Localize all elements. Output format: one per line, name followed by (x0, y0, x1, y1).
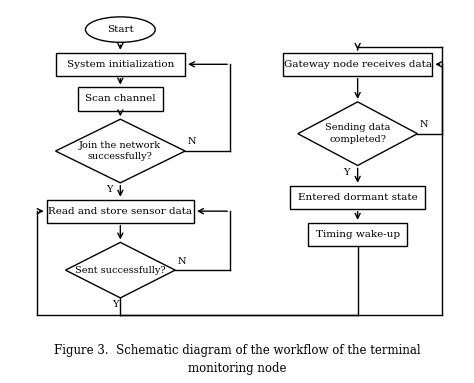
Text: Gateway node receives data: Gateway node receives data (283, 60, 432, 69)
FancyBboxPatch shape (308, 223, 408, 246)
Text: Y: Y (106, 185, 112, 194)
Polygon shape (65, 242, 175, 298)
Text: Join the network
successfully?: Join the network successfully? (79, 141, 162, 161)
FancyBboxPatch shape (46, 200, 194, 223)
Text: Figure 3.  Schematic diagram of the workflow of the terminal
monitoring node: Figure 3. Schematic diagram of the workf… (54, 344, 420, 375)
Polygon shape (298, 102, 418, 165)
Text: Start: Start (107, 25, 134, 34)
Text: N: N (177, 257, 186, 265)
Text: N: N (187, 137, 196, 146)
Text: System initialization: System initialization (67, 60, 174, 69)
Text: Timing wake-up: Timing wake-up (316, 230, 400, 239)
Text: Scan channel: Scan channel (85, 95, 155, 103)
Polygon shape (55, 119, 185, 183)
Text: Entered dormant state: Entered dormant state (298, 193, 418, 202)
Text: N: N (419, 120, 428, 129)
FancyBboxPatch shape (291, 186, 425, 209)
Text: Y: Y (343, 168, 350, 177)
Ellipse shape (85, 17, 155, 43)
Text: Read and store sensor data: Read and store sensor data (48, 207, 192, 216)
Text: Sent successfully?: Sent successfully? (75, 266, 165, 275)
Text: Y: Y (112, 300, 118, 309)
FancyBboxPatch shape (55, 53, 185, 76)
Text: Sending data
completed?: Sending data completed? (325, 123, 390, 144)
FancyBboxPatch shape (78, 87, 163, 111)
FancyBboxPatch shape (283, 53, 432, 76)
